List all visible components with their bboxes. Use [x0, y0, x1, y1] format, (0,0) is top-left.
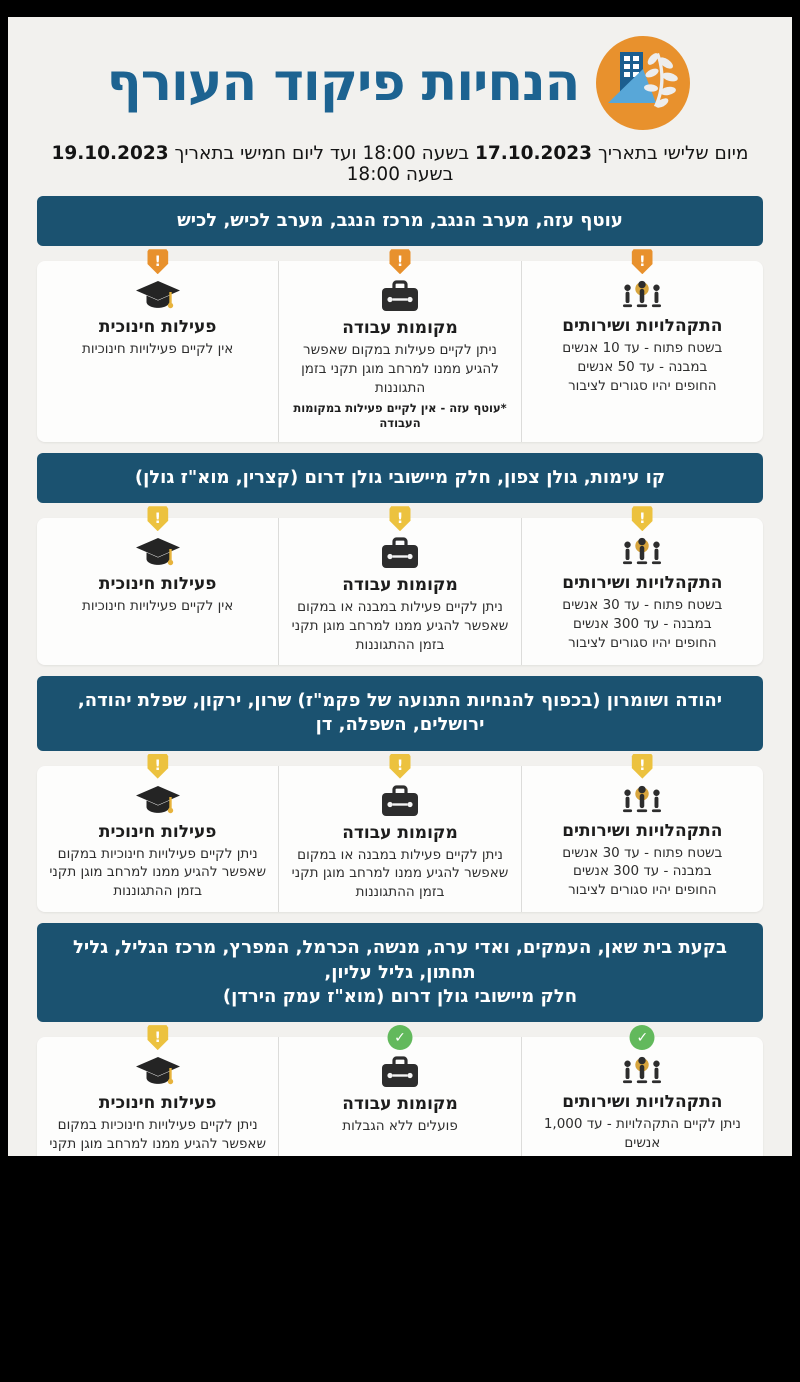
card-title: פעילות חינוכית: [98, 821, 217, 842]
card-text: בשטח פתוח - עד 10 אנשים במבנה - עד 50 אנ…: [562, 340, 723, 395]
region-header: בקעת בית שאן, העמקים, ואדי ערה, מנשה, הכ…: [37, 923, 763, 1023]
rules-row: ! התקהלויות ושירותים בשטח פתוח - עד 30 א…: [37, 506, 763, 665]
home-front-command-logo-icon: [593, 33, 693, 133]
people-icon: [619, 1056, 665, 1087]
card-text: בשטח פתוח - עד 30 אנשים במבנה - עד 300 א…: [562, 597, 723, 652]
region-header: יהודה ושומרון (בכפוף להנחיות התנועה של פ…: [37, 675, 763, 751]
card-text: אין לקיים פעילויות חינוכיות: [82, 341, 234, 358]
workplaces-card: ✓ מקומות עבודה פועלים ללא הגבלות: [279, 1025, 522, 1156]
card-title: התקהלויות ושירותים: [562, 573, 723, 594]
card-title: מקומות עבודה: [342, 318, 458, 339]
card-title: מקומות עבודה: [342, 822, 458, 843]
card-title: פעילות חינוכית: [98, 317, 217, 338]
education-card: ! פעילות חינוכית אין לקיים פעילויות חינו…: [37, 506, 280, 665]
gatherings-card: ✓ התקהלויות ושירותים ניתן לקיים התקהלויו…: [522, 1025, 763, 1156]
card-title: התקהלויות ושירותים: [562, 1092, 723, 1113]
rules-row: ! התקהלויות ושירותים בשטח פתוח - עד 30 א…: [37, 753, 763, 913]
card-text: ניתן לקיים פעילות במבנה או במקום שאפשר ל…: [291, 599, 509, 654]
card-text: ניתן לקיים פעילות במבנה או במקום שאפשר ל…: [291, 846, 509, 901]
status-badge: !: [389, 249, 411, 275]
page-title: הנחיות פיקוד העורף: [106, 52, 581, 113]
status-badge: !: [147, 1025, 169, 1051]
status-badge: !: [631, 753, 653, 779]
graduation-cap-icon: [134, 537, 182, 569]
rules-row: ✓ התקהלויות ושירותים ניתן לקיים התקהלויו…: [37, 1025, 763, 1156]
gatherings-card: ! התקהלויות ושירותים בשטח פתוח - עד 30 א…: [522, 753, 763, 913]
card-footnote: *עוטף עזה - אין לקיים פעילות במקומות העב…: [293, 400, 507, 431]
region-header: קו עימות, גולן צפון, חלק מיישובי גולן דר…: [37, 453, 763, 504]
card-text: ניתן לקיים פעילות במקום שאפשר להגיע ממנו…: [301, 342, 499, 397]
subtitle-text: מיום שלישי בתאריך: [592, 143, 749, 164]
status-badge: ✓: [629, 1025, 655, 1051]
status-badge: ✓: [387, 1025, 413, 1051]
header: הנחיות פיקוד העורף: [37, 17, 763, 133]
graduation-cap-icon: [134, 785, 182, 817]
date-range-subtitle: מיום שלישי בתאריך 17.10.2023 בשעה 18:00 …: [37, 143, 763, 185]
card-title: התקהלויות ושירותים: [562, 316, 723, 337]
card-text: ניתן לקיים פעילויות חינוכיות במקום שאפשר…: [49, 1117, 267, 1156]
workplaces-card: ! מקומות עבודה ניתן לקיים פעילות במקום ש…: [279, 249, 522, 442]
region-section: יהודה ושומרון (בכפוף להנחיות התנועה של פ…: [37, 675, 763, 913]
education-card: ! פעילות חינוכית ניתן לקיים פעילויות חינ…: [37, 1025, 280, 1156]
people-icon: [619, 785, 665, 816]
card-text: בשטח פתוח - עד 30 אנשים במבנה - עד 300 א…: [562, 844, 723, 899]
status-badge: !: [147, 249, 169, 275]
region-section: קו עימות, גולן צפון, חלק מיישובי גולן דר…: [37, 453, 763, 665]
region-section: בקעת בית שאן, העמקים, ואדי ערה, מנשה, הכ…: [37, 923, 763, 1156]
gatherings-card: ! התקהלויות ושירותים בשטח פתוח - עד 10 א…: [522, 249, 763, 442]
card-text: ניתן לקיים פעילויות חינוכיות במקום שאפשר…: [49, 845, 267, 900]
start-date: 17.10.2023: [475, 143, 593, 164]
region-section: עוטף עזה, מערב הנגב, מרכז הנגב, מערב לכי…: [37, 196, 763, 442]
gatherings-card: ! התקהלויות ושירותים בשטח פתוח - עד 30 א…: [522, 506, 763, 665]
card-text: פועלים ללא הגבלות: [342, 1118, 458, 1135]
workplaces-card: ! מקומות עבודה ניתן לקיים פעילות במבנה א…: [279, 506, 522, 665]
graduation-cap-icon: [134, 280, 182, 312]
status-badge: !: [631, 506, 653, 532]
people-icon: [619, 537, 665, 568]
region-header: עוטף עזה, מערב הנגב, מרכז הנגב, מערב לכי…: [37, 196, 763, 247]
card-text: ניתן לקיים התקהלויות - עד 1,000 אנשים: [543, 1116, 741, 1152]
education-card: ! פעילות חינוכית ניתן לקיים פעילויות חינ…: [37, 753, 280, 913]
status-badge: !: [389, 753, 411, 779]
card-title: מקומות עבודה: [342, 575, 458, 596]
graduation-cap-icon: [134, 1056, 182, 1088]
subtitle-text: בשעה 18:00 ועד ליום חמישי בתאריך: [168, 143, 476, 164]
end-date: 19.10.2023: [51, 143, 169, 164]
status-badge: !: [389, 506, 411, 532]
card-title: התקהלויות ושירותים: [562, 820, 723, 841]
briefcase-icon: [380, 785, 420, 818]
rules-row: ! התקהלויות ושירותים בשטח פתוח - עד 10 א…: [37, 249, 763, 442]
workplaces-card: ! מקומות עבודה ניתן לקיים פעילות במבנה א…: [279, 753, 522, 913]
people-icon: [619, 280, 665, 311]
card-title: מקומות עבודה: [342, 1094, 458, 1115]
briefcase-icon: [380, 537, 420, 570]
briefcase-icon: [380, 280, 420, 313]
card-title: פעילות חינוכית: [98, 574, 217, 595]
status-badge: !: [147, 753, 169, 779]
briefcase-icon: [380, 1056, 420, 1089]
education-card: ! פעילות חינוכית אין לקיים פעילויות חינו…: [37, 249, 280, 442]
status-badge: !: [631, 249, 653, 275]
card-text: אין לקיים פעילויות חינוכיות: [82, 598, 234, 615]
card-title: פעילות חינוכית: [98, 1093, 217, 1114]
subtitle-text: בשעה 18:00: [346, 164, 454, 185]
infographic-canvas: הנחיות פיקוד העורף מיום שלישי בתאריך 17.…: [8, 17, 792, 1156]
status-badge: !: [147, 506, 169, 532]
